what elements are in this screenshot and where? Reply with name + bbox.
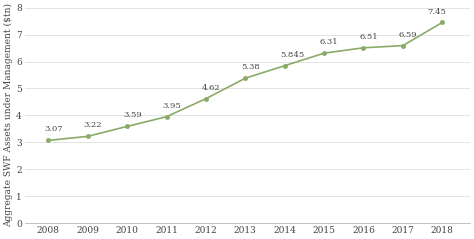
Text: 4.62: 4.62 [202,84,220,92]
Text: 6.59: 6.59 [399,31,417,39]
Text: 7.45: 7.45 [428,8,447,16]
Text: 5.38: 5.38 [241,63,260,71]
Y-axis label: Aggregate SWF Assets under Management ($tn): Aggregate SWF Assets under Management ($… [4,3,13,227]
Text: 6.31: 6.31 [320,38,338,46]
Text: 3.07: 3.07 [44,125,63,133]
Text: 5.845: 5.845 [281,51,305,59]
Text: 3.95: 3.95 [163,102,181,110]
Text: 6.51: 6.51 [359,33,378,41]
Text: 3.59: 3.59 [123,111,142,120]
Text: 3.22: 3.22 [83,121,102,129]
